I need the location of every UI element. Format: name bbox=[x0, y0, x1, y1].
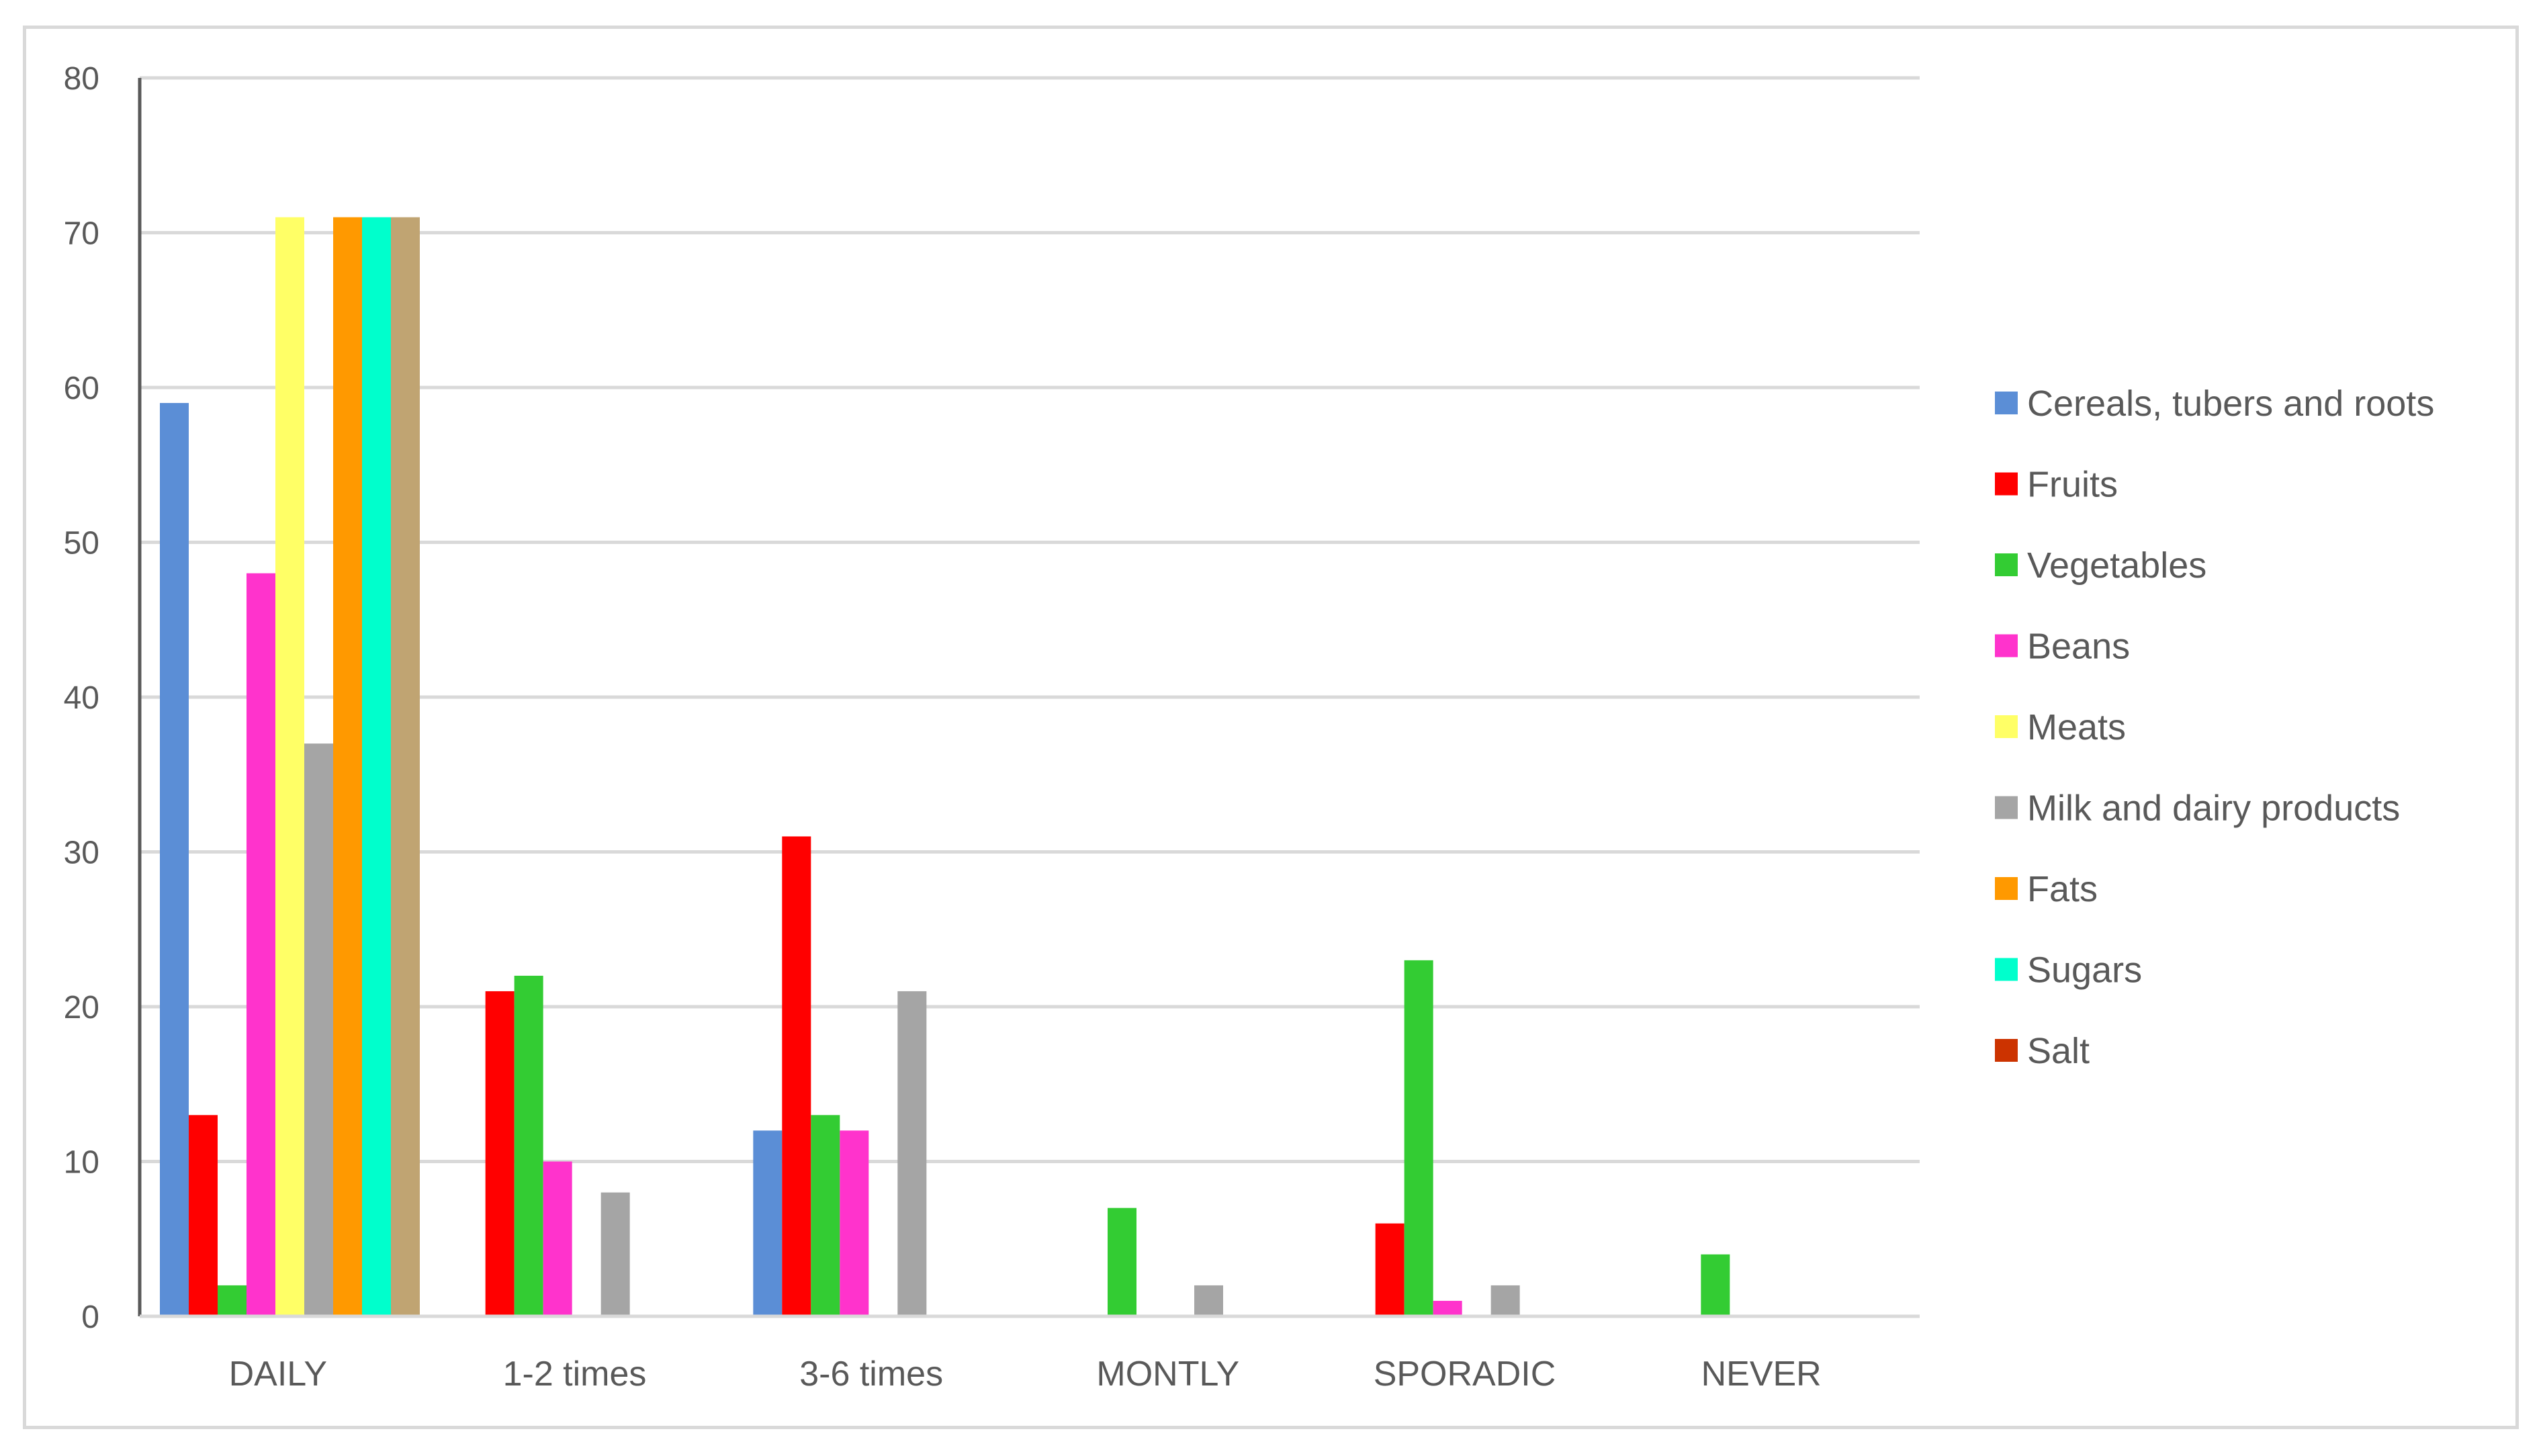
bar-never-series-2 bbox=[1701, 1254, 1730, 1316]
y-tick-label: 20 bbox=[64, 990, 99, 1026]
bar-sporadic-series-2 bbox=[1404, 960, 1433, 1316]
x-category-label: MONTLY bbox=[1096, 1355, 1239, 1394]
y-tick-label: 10 bbox=[64, 1145, 99, 1181]
x-category-label: NEVER bbox=[1701, 1355, 1822, 1394]
bar-3-6-times-series-5 bbox=[897, 991, 927, 1316]
bar-daily-series-6 bbox=[333, 217, 362, 1317]
legend: Cereals, tubers and roots Fruits Vegetable… bbox=[1995, 383, 2434, 1071]
y-tick-label: 50 bbox=[64, 526, 99, 561]
legend-label: Salt bbox=[2027, 1031, 2090, 1071]
bar-1-2-times-series-1 bbox=[485, 991, 515, 1316]
bar-montly-series-5 bbox=[1194, 1285, 1223, 1316]
legend-marker bbox=[1995, 553, 2018, 576]
y-tick-label: 60 bbox=[64, 371, 99, 406]
y-tick-label: 0 bbox=[81, 1300, 99, 1335]
bar-daily-series-5 bbox=[304, 743, 333, 1316]
chart-frame bbox=[23, 26, 2519, 1429]
bar-1-2-times-series-3 bbox=[543, 1161, 572, 1316]
legend-label: Milk and dairy products bbox=[2027, 788, 2400, 829]
y-tick-label: 70 bbox=[64, 216, 99, 252]
legend-marker bbox=[1995, 634, 2018, 657]
bar-daily-series-1 bbox=[189, 1115, 218, 1316]
bar-daily-series-0 bbox=[160, 403, 189, 1316]
x-category-label: SPORADIC bbox=[1374, 1355, 1556, 1394]
bar-sporadic-series-1 bbox=[1375, 1223, 1404, 1316]
legend-marker bbox=[1995, 796, 2018, 819]
y-axis-tick-labels: 0 10 20 30 40 50 60 70 80 bbox=[64, 61, 99, 1335]
legend-label: Vegetables bbox=[2027, 545, 2206, 586]
bars bbox=[160, 217, 1730, 1317]
bar-montly-series-2 bbox=[1108, 1208, 1136, 1316]
legend-label: Beans bbox=[2027, 627, 2130, 667]
bar-daily-series-3 bbox=[247, 573, 275, 1316]
legend-label: Fruits bbox=[2027, 465, 2118, 505]
x-category-label: DAILY bbox=[229, 1355, 327, 1394]
legend-marker bbox=[1995, 715, 2018, 738]
x-axis-category-labels: DAILY 1-2 times 3-6 times MONTLY SPORADIC NEV… bbox=[229, 1355, 1822, 1394]
bar-sporadic-series-3 bbox=[1433, 1300, 1462, 1316]
legend-marker bbox=[1995, 958, 2018, 981]
bar-1-2-times-series-5 bbox=[600, 1192, 630, 1316]
y-tick-label: 40 bbox=[64, 680, 99, 716]
axes bbox=[138, 78, 1920, 1318]
y-tick-label: 80 bbox=[64, 61, 99, 97]
legend-label: Fats bbox=[2027, 869, 2098, 909]
legend-marker bbox=[1995, 392, 2018, 414]
bar-daily-series-8 bbox=[391, 217, 420, 1317]
bar-3-6-times-series-2 bbox=[811, 1115, 840, 1316]
bar-3-6-times-series-0 bbox=[753, 1130, 783, 1316]
x-category-label: 3-6 times bbox=[799, 1355, 943, 1394]
legend-marker bbox=[1995, 472, 2018, 496]
bar-3-6-times-series-3 bbox=[840, 1130, 869, 1316]
y-tick-label: 30 bbox=[64, 835, 99, 871]
bar-daily-series-7 bbox=[362, 217, 391, 1317]
bar-daily-series-2 bbox=[218, 1285, 247, 1316]
legend-label: Cereals, tubers and roots bbox=[2027, 383, 2434, 424]
legend-marker bbox=[1995, 877, 2018, 900]
legend-marker bbox=[1995, 1039, 2018, 1062]
legend-label: Sugars bbox=[2027, 950, 2142, 991]
bar-daily-series-4 bbox=[275, 217, 304, 1317]
bar-1-2-times-series-2 bbox=[514, 975, 543, 1316]
bar-sporadic-series-5 bbox=[1490, 1285, 1520, 1316]
bar-3-6-times-series-1 bbox=[782, 836, 811, 1316]
gridlines bbox=[140, 76, 1920, 1163]
legend-label: Meats bbox=[2027, 707, 2126, 747]
x-category-label: 1-2 times bbox=[503, 1355, 647, 1394]
